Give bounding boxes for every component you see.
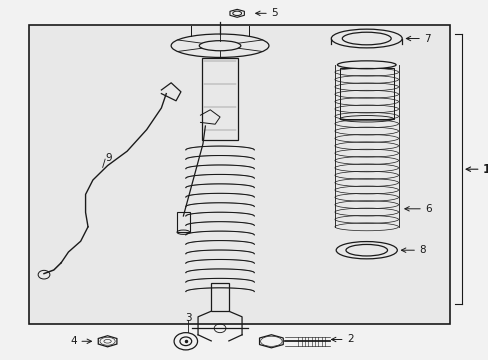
- Bar: [177, 212, 189, 232]
- Bar: [202, 58, 238, 140]
- Text: 6: 6: [425, 204, 431, 214]
- Bar: [29, 25, 449, 324]
- Text: 5: 5: [271, 8, 278, 18]
- Text: 2: 2: [346, 334, 353, 345]
- Text: 9: 9: [105, 153, 112, 163]
- Text: 8: 8: [419, 245, 426, 255]
- Text: 1: 1: [482, 163, 488, 176]
- Bar: [210, 283, 229, 311]
- Text: 3: 3: [184, 313, 191, 323]
- Text: 4: 4: [70, 336, 77, 346]
- Text: 7: 7: [424, 33, 430, 44]
- Bar: [339, 68, 393, 119]
